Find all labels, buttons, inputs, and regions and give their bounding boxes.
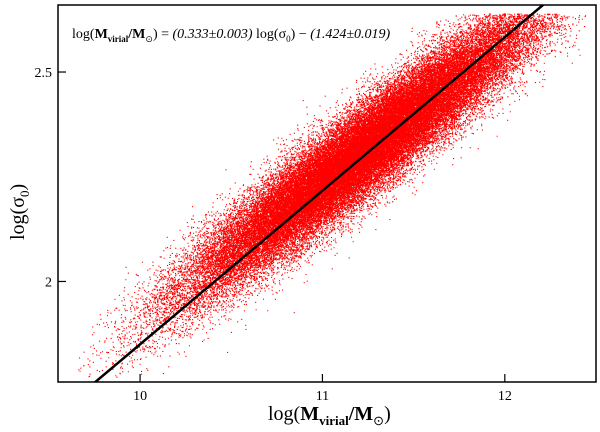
fit-line bbox=[93, 5, 545, 382]
scatter-points bbox=[78, 13, 587, 378]
x-axis-label: log(Mvirial/M⊙) bbox=[268, 403, 391, 428]
scatter-point-cloud bbox=[78, 13, 587, 378]
plot-frame bbox=[57, 4, 597, 383]
x-tick-label: 12 bbox=[498, 389, 512, 404]
y-tick-label: 2.5 bbox=[35, 66, 53, 81]
x-tick-label: 11 bbox=[316, 389, 329, 404]
fit-equation: log(Mvirial/M⊙) = (0.333±0.003) log(σ0) … bbox=[72, 27, 391, 44]
y-tick-label: 2 bbox=[45, 275, 52, 290]
x-tick-label: 10 bbox=[133, 389, 147, 404]
y-axis-label: log(σ0) bbox=[7, 184, 32, 240]
y-axis-ticks: 22.5 bbox=[35, 66, 66, 290]
x-axis-ticks: 10 11 12 bbox=[133, 374, 512, 404]
